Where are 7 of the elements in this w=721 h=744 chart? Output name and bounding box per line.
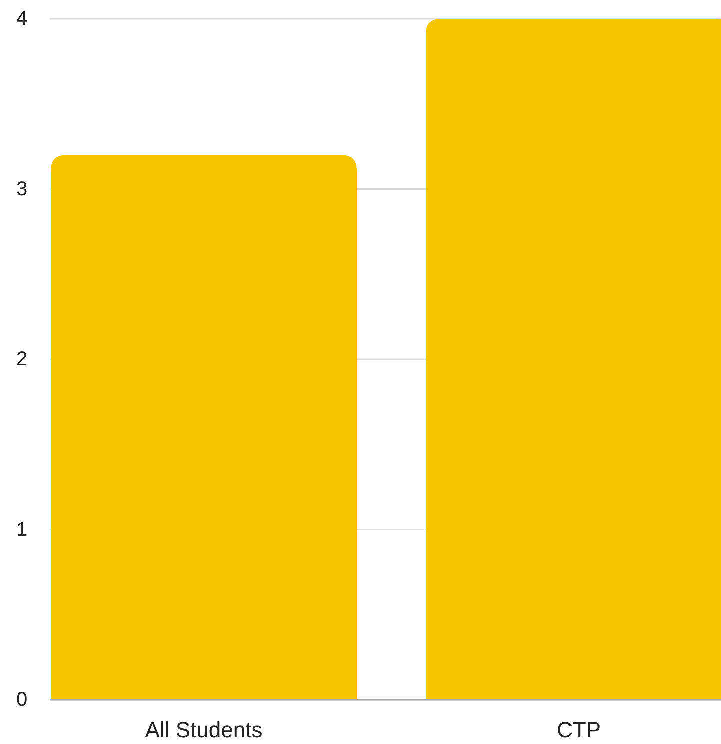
y-tick-label: 3 xyxy=(16,178,28,200)
y-tick-label: 0 xyxy=(16,689,28,711)
y-tick-label: 4 xyxy=(16,8,28,30)
y-tick-label: 2 xyxy=(16,348,28,370)
x-tick-label: All Students xyxy=(145,718,263,742)
y-tick-label: 1 xyxy=(16,518,28,541)
x-tick-label: CTP xyxy=(557,718,601,742)
